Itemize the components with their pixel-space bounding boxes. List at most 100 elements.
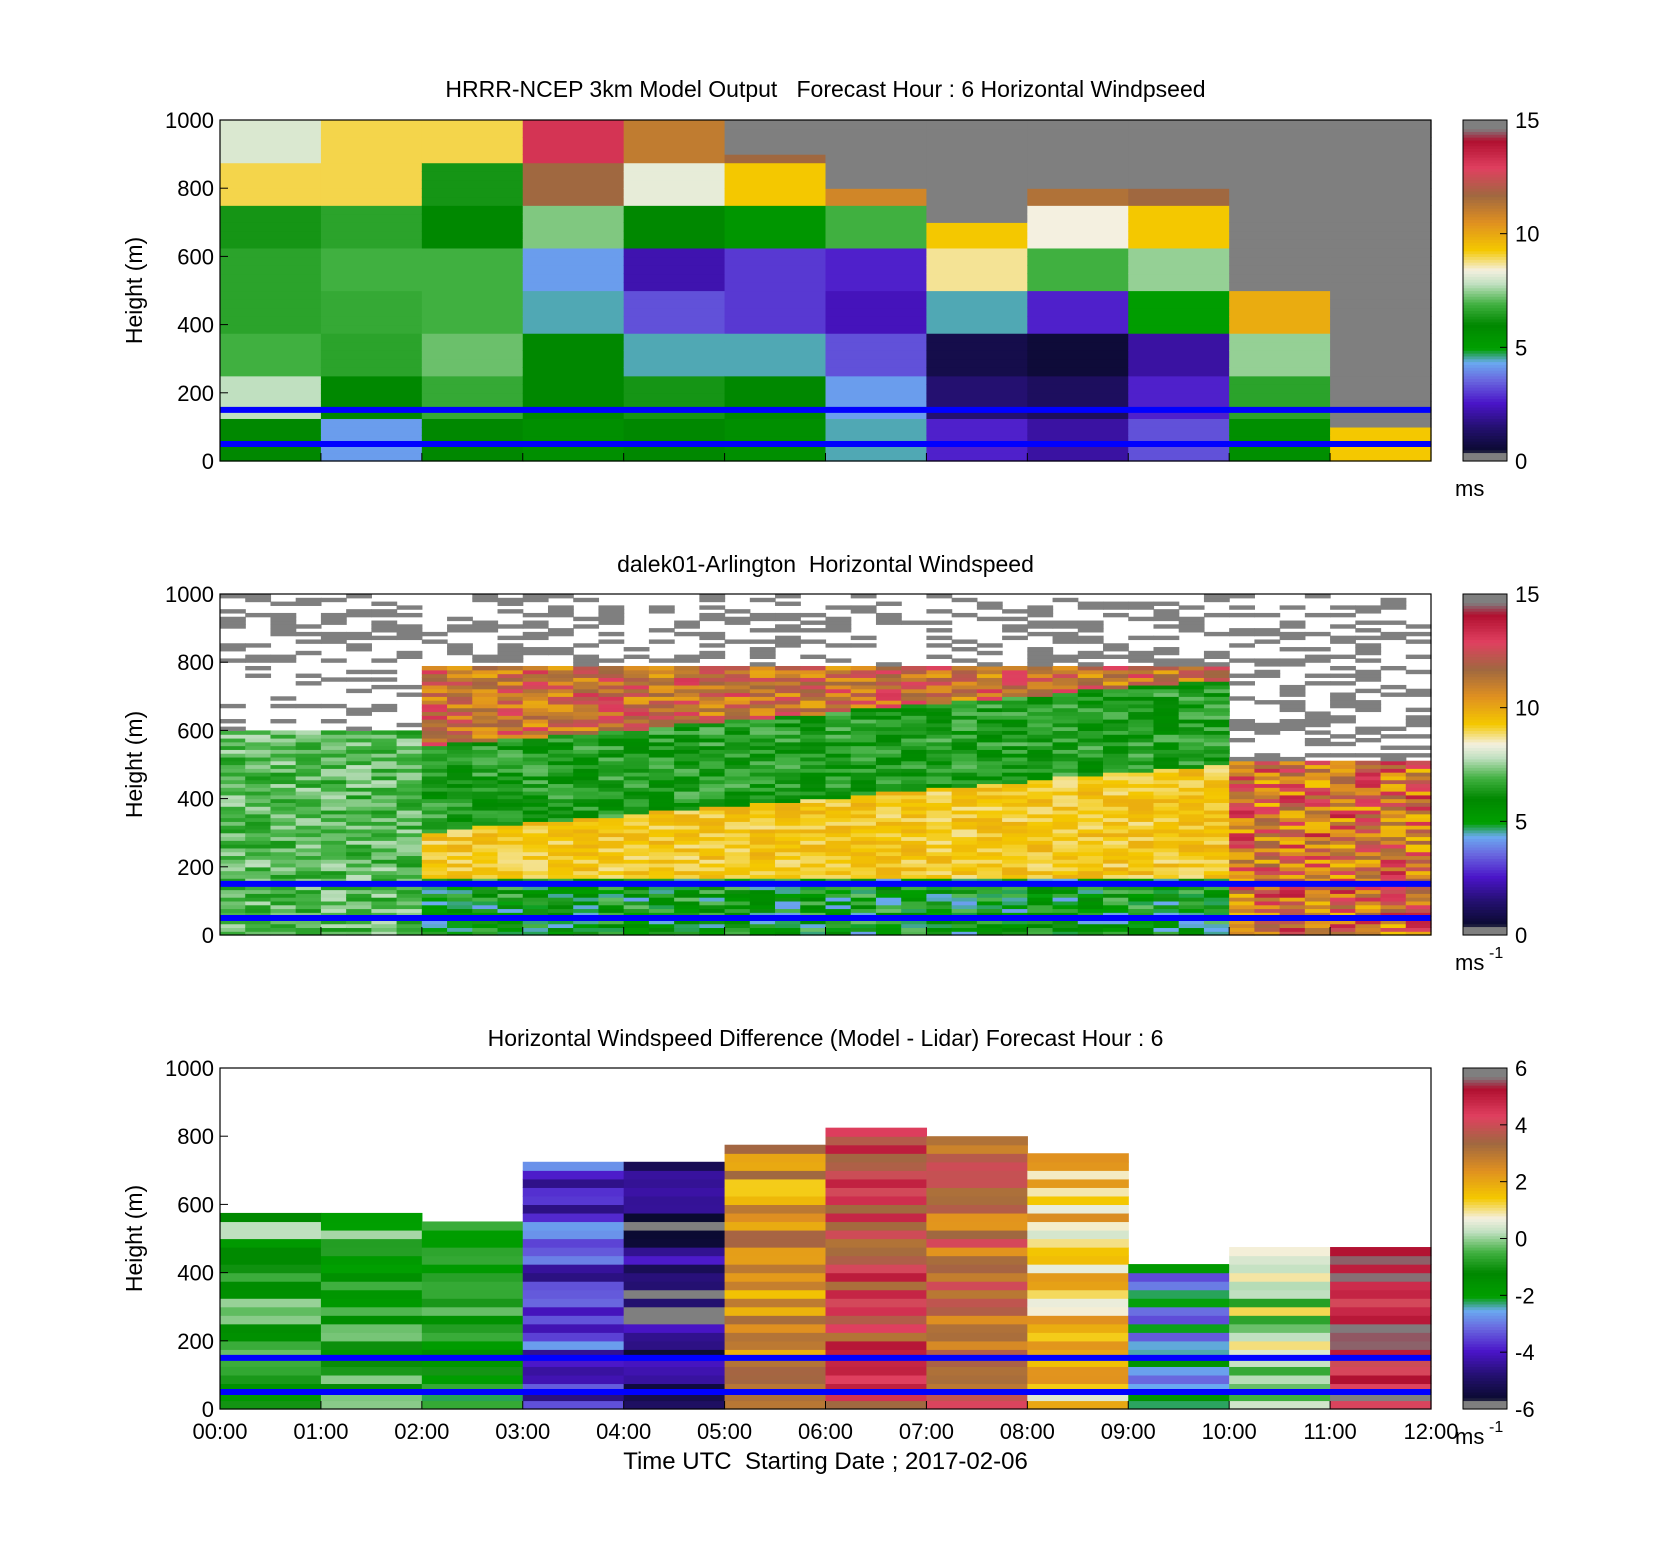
heatmap-cell <box>1103 893 1129 898</box>
heatmap-cell <box>522 844 549 849</box>
heatmap-cell <box>699 684 726 690</box>
colorbar-segment <box>1463 719 1507 723</box>
heatmap-cell <box>1229 1400 1331 1410</box>
heatmap-cell <box>749 650 776 656</box>
colorbar-segment <box>1463 230 1507 235</box>
heatmap-cell <box>270 923 297 929</box>
heatmap-cell <box>1229 719 1255 724</box>
heatmap-cell <box>1178 715 1205 720</box>
heatmap-cell <box>724 756 751 762</box>
heatmap-cell <box>749 662 776 667</box>
heatmap-cell <box>220 452 322 462</box>
heatmap-cell <box>1128 870 1155 875</box>
heatmap-cell <box>724 870 751 875</box>
heatmap-cell <box>875 734 902 739</box>
heatmap-cell <box>825 700 852 705</box>
heatmap-cell <box>245 844 272 849</box>
heatmap-cell <box>447 650 473 656</box>
heatmap-cell <box>1128 665 1155 671</box>
heatmap-cell <box>623 885 650 891</box>
heatmap-cell <box>875 726 902 731</box>
heatmap-cell <box>926 324 1028 334</box>
heatmap-cell <box>724 375 827 385</box>
heatmap-cell <box>1077 889 1104 894</box>
heatmap-cell <box>699 707 726 713</box>
heatmap-cell <box>598 722 625 728</box>
colorbar-segment <box>1463 1355 1507 1359</box>
heatmap-cell <box>472 836 499 841</box>
heatmap-cell <box>1027 162 1129 172</box>
colorbar-segment <box>1463 1281 1507 1285</box>
heatmap-cell <box>825 832 852 838</box>
heatmap-cell <box>825 798 852 803</box>
heatmap-cell <box>396 927 423 932</box>
heatmap-cell <box>749 798 776 803</box>
heatmap-cell <box>825 900 852 906</box>
heatmap-cell <box>270 889 297 894</box>
heatmap-cell <box>825 658 852 663</box>
heatmap-cell <box>875 715 902 720</box>
heatmap-cell <box>1254 821 1281 826</box>
heatmap-cell <box>699 753 726 758</box>
heatmap-cell <box>270 654 297 660</box>
heatmap-cell <box>1153 616 1180 622</box>
heatmap-cell <box>1203 908 1230 913</box>
heatmap-cell <box>623 897 650 902</box>
heatmap-cell <box>926 628 953 633</box>
heatmap-cell <box>699 870 726 875</box>
heatmap-cell <box>1279 779 1306 785</box>
heatmap-cell <box>800 688 827 694</box>
heatmap-cell <box>825 196 928 206</box>
heatmap-cell <box>648 700 675 705</box>
heatmap-cell <box>926 923 953 929</box>
heatmap-cell <box>749 669 776 675</box>
heatmap-cell <box>320 616 347 622</box>
heatmap-cell <box>951 919 978 925</box>
heatmap-cell <box>472 620 499 625</box>
heatmap-cell <box>573 684 600 690</box>
heatmap-cell <box>1203 681 1230 686</box>
heatmap-cell <box>775 772 801 777</box>
heatmap-cell <box>220 783 246 788</box>
heatmap-cell <box>1203 798 1230 803</box>
heatmap-cell <box>320 764 347 769</box>
heatmap-cell <box>724 1255 827 1265</box>
heatmap-cell <box>825 409 928 419</box>
heatmap-cell <box>1077 730 1104 735</box>
heatmap-cell <box>775 665 801 671</box>
heatmap-cell <box>346 832 372 838</box>
heatmap-cell <box>850 707 877 713</box>
heatmap-cell <box>1052 734 1079 739</box>
heatmap-cell <box>1229 756 1255 762</box>
heatmap-cell <box>472 760 499 766</box>
heatmap-cell <box>1128 1383 1230 1393</box>
heatmap-cell <box>1254 631 1281 637</box>
heatmap-cell <box>497 726 524 731</box>
heatmap-cell <box>623 128 726 138</box>
heatmap-cell <box>522 443 625 454</box>
heatmap-cell <box>648 798 675 803</box>
heatmap-cell <box>497 650 524 656</box>
heatmap-cell <box>775 832 801 838</box>
heatmap-cell <box>699 885 726 891</box>
heatmap-cell <box>220 923 246 929</box>
heatmap-cell <box>320 749 347 754</box>
heatmap-cell <box>320 409 423 419</box>
heatmap-cell <box>648 787 675 792</box>
heatmap-cell <box>749 885 776 891</box>
heatmap-cell <box>1077 673 1104 678</box>
heatmap-cell <box>1153 825 1180 830</box>
heatmap-cell <box>1330 247 1432 258</box>
heatmap-cell <box>825 874 852 879</box>
heatmap-cell <box>371 825 398 830</box>
heatmap-cell <box>522 775 549 781</box>
heatmap-cell <box>1405 878 1432 883</box>
heatmap-cell <box>901 855 928 860</box>
heatmap-cell <box>623 256 726 266</box>
heatmap-cell <box>1178 677 1205 682</box>
heatmap-cell <box>1128 703 1155 709</box>
heatmap-cell <box>1304 866 1331 872</box>
heatmap-cell <box>623 1298 726 1308</box>
heatmap-cell <box>220 1340 322 1350</box>
